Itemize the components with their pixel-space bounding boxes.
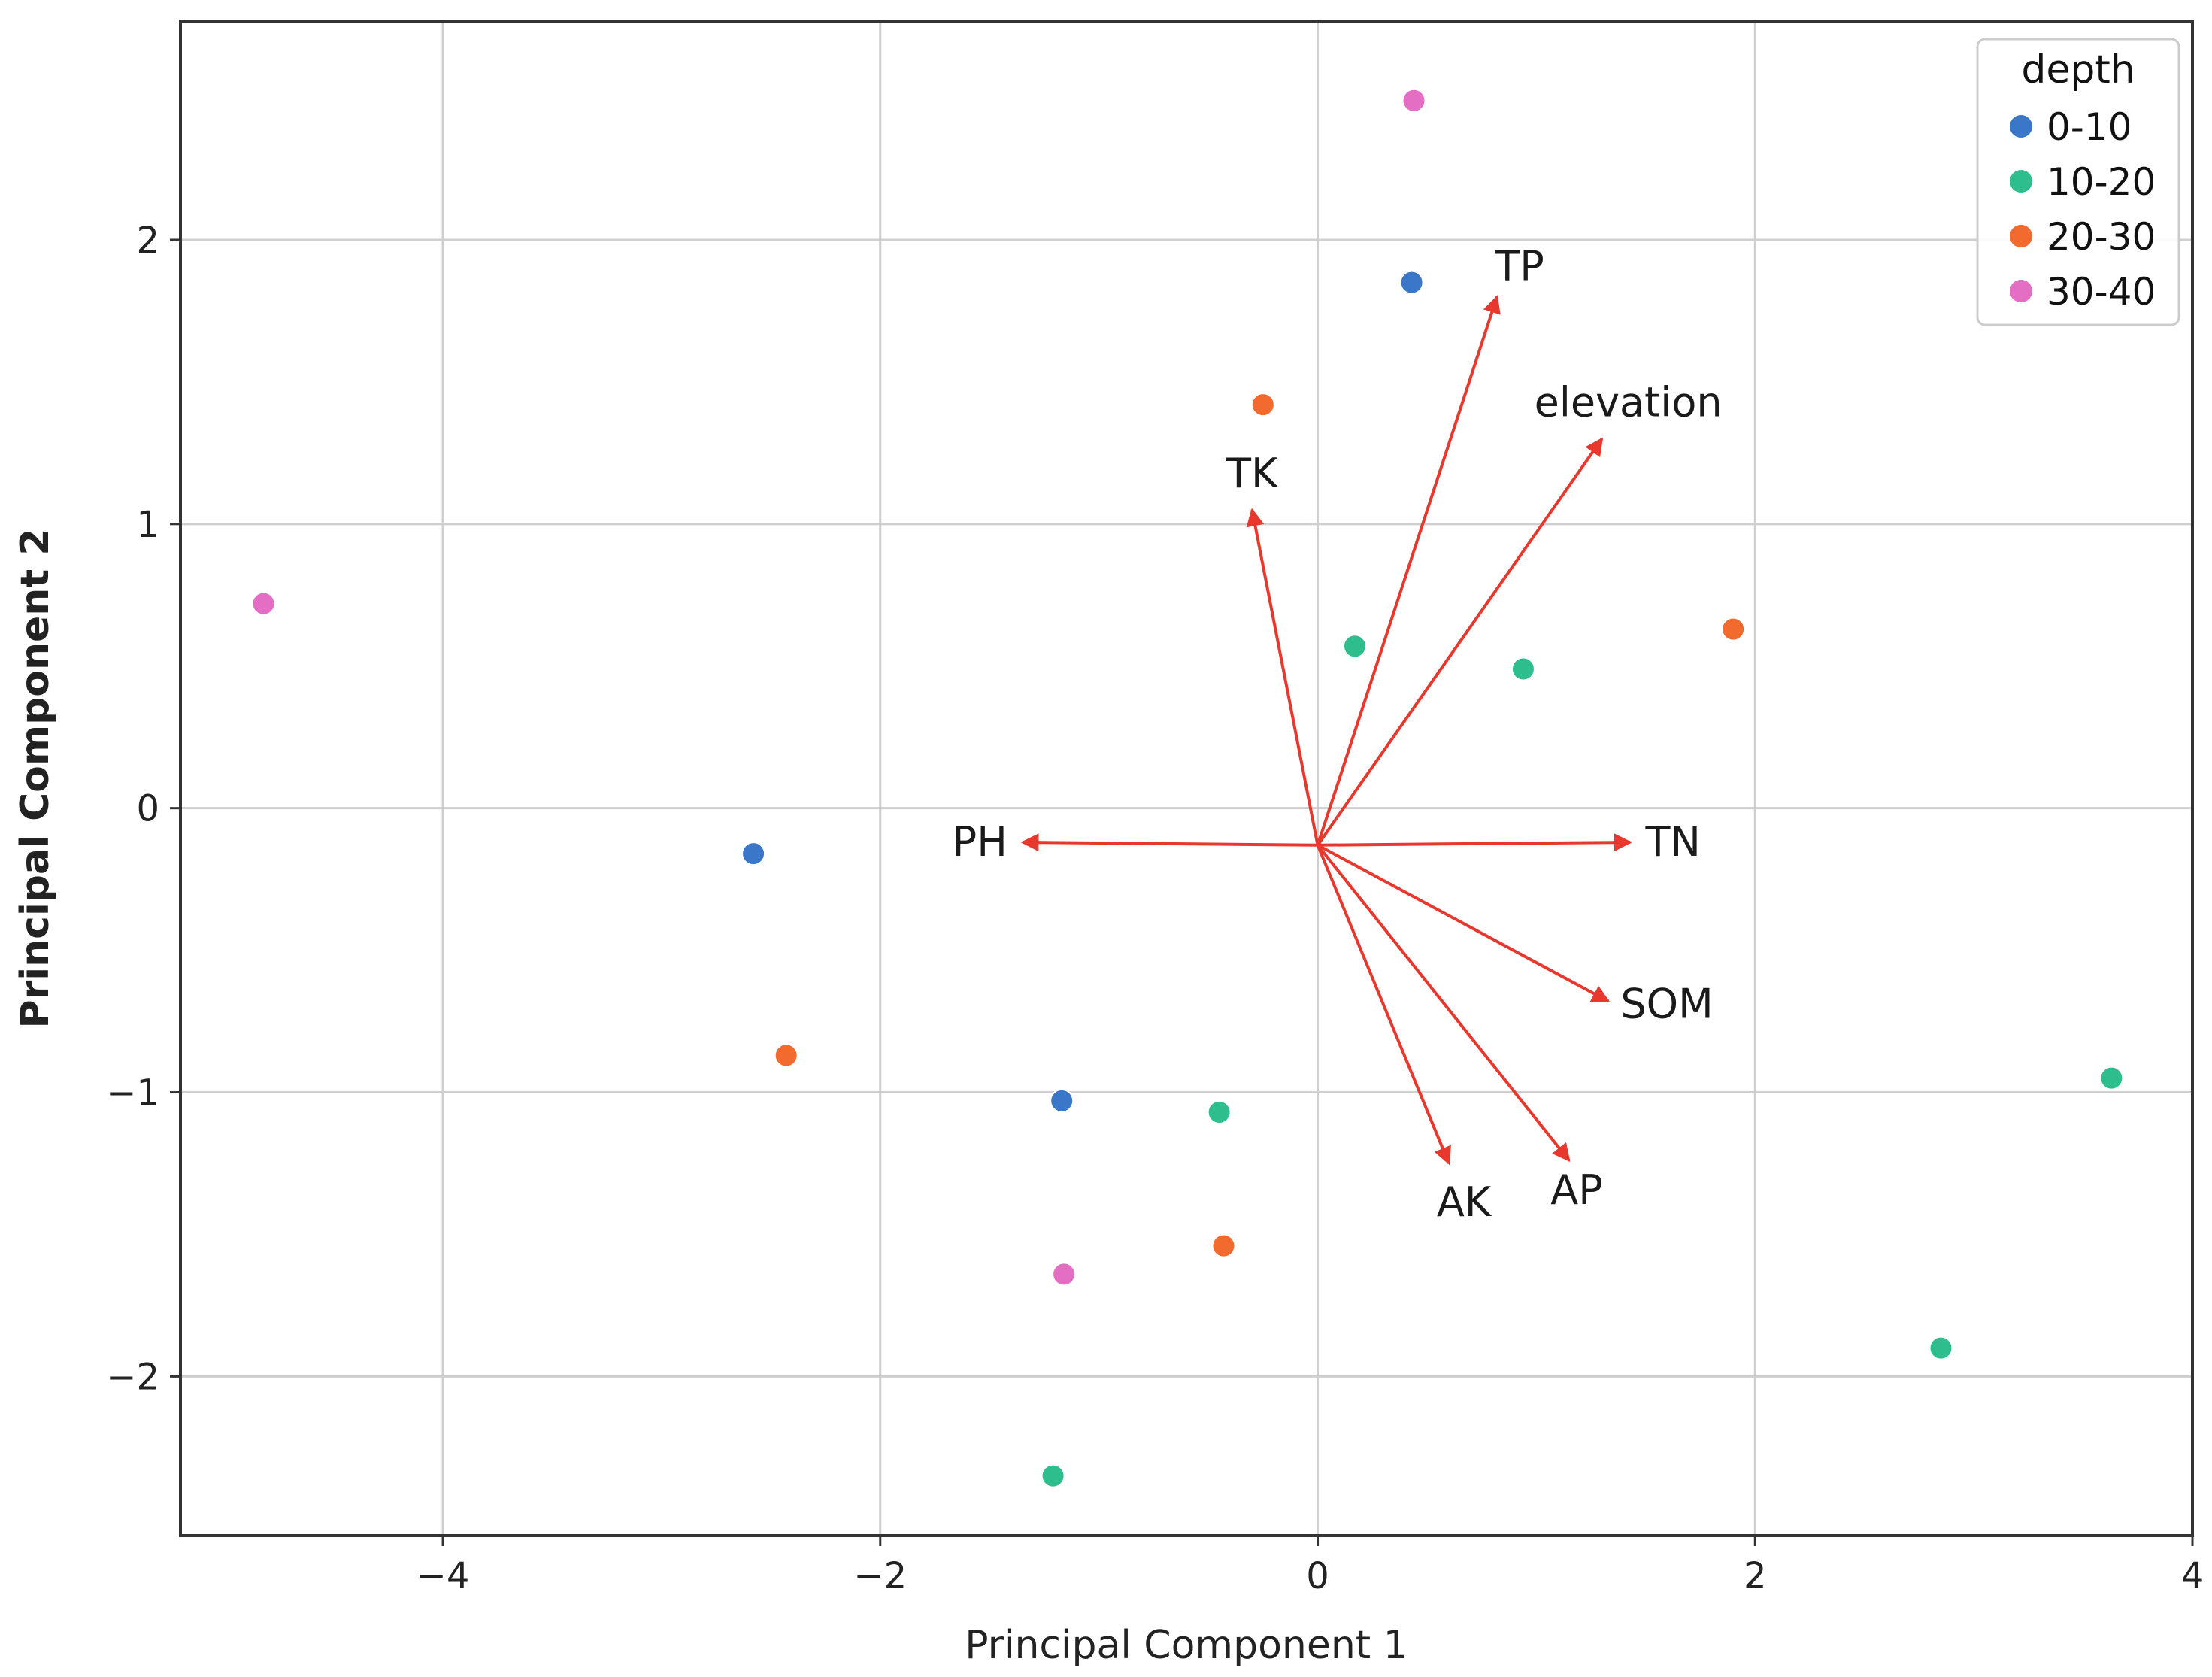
- legend-box: [1976, 38, 2180, 326]
- legend-marker-30-40: [2010, 280, 2032, 302]
- vector-label-ph: PH: [953, 818, 1008, 866]
- axis-ticks: −4 −2 0 2 4 −2 −1 0 1 2: [106, 220, 2204, 1597]
- plot-frame: [179, 20, 2194, 1537]
- point-depth-20-30: [774, 1043, 798, 1068]
- y-tick-label: −2: [106, 1356, 159, 1398]
- vector-som: [1317, 844, 1611, 1003]
- legend-label-20-30: 20-30: [2047, 215, 2156, 259]
- point-depth-10-20: [2099, 1066, 2124, 1090]
- vector-label-ap: AP: [1550, 1166, 1603, 1214]
- point-depth-0-10: [741, 842, 766, 866]
- y-axis-title: Principal Component 2: [13, 529, 58, 1029]
- loading-vectors: TP elevation TK PH TN SOM AK AP: [953, 243, 1723, 1226]
- point-depth-10-20: [1511, 657, 1535, 681]
- legend-label-10-20: 10-20: [2047, 160, 2156, 204]
- x-tick-label: −4: [417, 1555, 470, 1597]
- vector-ak: [1316, 845, 1451, 1166]
- scatter-points: [251, 88, 2124, 1488]
- point-depth-30-40: [1401, 88, 1426, 113]
- y-tick-label: 0: [136, 788, 159, 830]
- x-tick-label: −2: [853, 1555, 907, 1597]
- point-depth-10-20: [1041, 1463, 1065, 1488]
- point-depth-10-20: [1342, 634, 1367, 659]
- legend-label-30-40: 30-40: [2047, 270, 2156, 314]
- legend-title: depth: [2021, 47, 2135, 92]
- vector-label-tk: TK: [1226, 450, 1279, 497]
- vector-label-ak: AK: [1437, 1178, 1492, 1226]
- x-tick-label: 2: [1744, 1555, 1767, 1597]
- point-depth-0-10: [1399, 270, 1424, 295]
- point-depth-10-20: [1207, 1099, 1232, 1124]
- legend-marker-10-20: [2010, 170, 2032, 193]
- vector-tp: [1316, 295, 1501, 846]
- y-tick-label: 2: [136, 220, 159, 262]
- vector-ph: [1020, 833, 1318, 852]
- vector-tn: [1317, 833, 1632, 852]
- grid-lines: [180, 21, 2192, 1536]
- legend: depth 0-10 10-20 20-30 30-40: [1976, 38, 2180, 326]
- point-depth-30-40: [1052, 1262, 1077, 1287]
- vector-elevation: [1316, 437, 1604, 846]
- vector-ap: [1316, 844, 1571, 1163]
- vector-tk: [1246, 508, 1320, 846]
- y-tick-label: 1: [136, 504, 159, 546]
- point-depth-20-30: [1211, 1233, 1236, 1258]
- vector-label-tp: TP: [1494, 243, 1544, 290]
- point-depth-10-20: [1929, 1336, 1953, 1360]
- vector-label-elevation: elevation: [1535, 378, 1723, 426]
- x-tick-label: 0: [1306, 1555, 1329, 1597]
- legend-marker-20-30: [2010, 225, 2032, 247]
- legend-label-0-10: 0-10: [2047, 105, 2132, 149]
- point-depth-0-10: [1050, 1088, 1074, 1113]
- x-axis-title: Principal Component 1: [965, 1623, 1408, 1668]
- x-tick-label: 4: [2181, 1555, 2204, 1597]
- point-depth-20-30: [1721, 617, 1746, 641]
- legend-marker-0-10: [2010, 115, 2032, 138]
- vector-label-som: SOM: [1620, 981, 1713, 1028]
- vector-label-tn: TN: [1644, 818, 1700, 866]
- point-depth-20-30: [1250, 393, 1275, 417]
- point-depth-30-40: [251, 591, 276, 616]
- y-tick-label: −1: [106, 1072, 159, 1114]
